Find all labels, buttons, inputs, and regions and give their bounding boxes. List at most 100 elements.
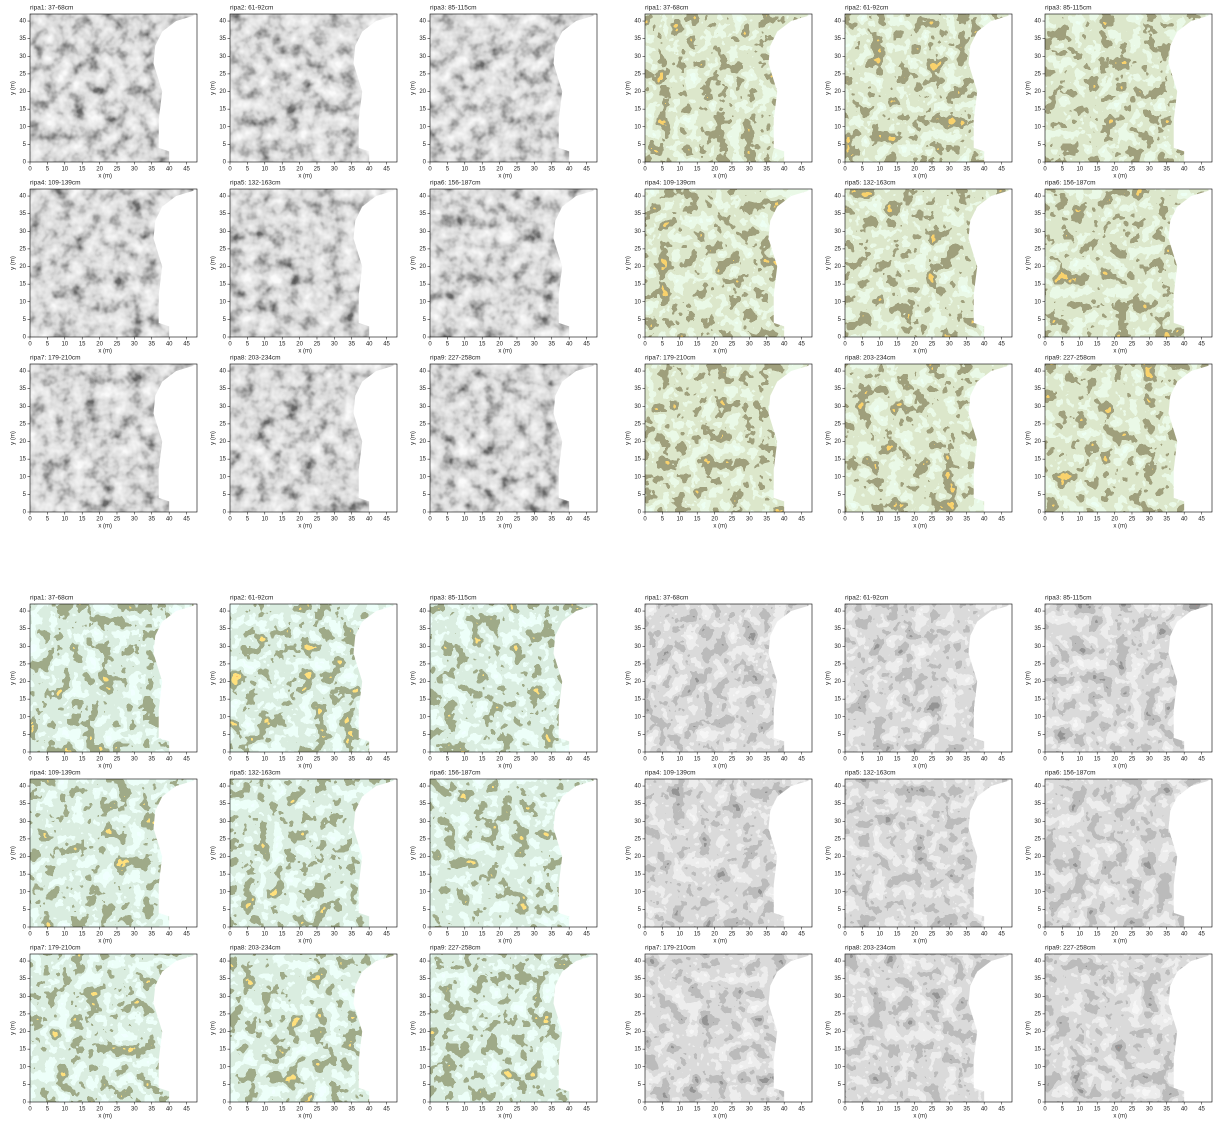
- x-tick-label: 30: [131, 167, 138, 173]
- y-tick-label: 5: [223, 907, 227, 913]
- y-tick-label: 10: [834, 299, 841, 305]
- x-tick-label: 10: [676, 757, 683, 763]
- x-tick-label: 20: [711, 1107, 718, 1113]
- y-tick-label: 40: [1034, 194, 1041, 200]
- y-tick-label: 35: [219, 801, 226, 807]
- y-tick-label: 30: [419, 404, 426, 410]
- x-tick-label: 35: [548, 757, 555, 763]
- x-tick-label: 40: [781, 342, 788, 348]
- x-tick-label: 0: [228, 167, 232, 173]
- x-tick-label: 45: [1198, 932, 1205, 938]
- slice-image: [845, 779, 1012, 927]
- x-tick-label: 35: [348, 167, 355, 173]
- y-tick-label: 0: [838, 750, 842, 756]
- x-tick-label: 25: [114, 342, 121, 348]
- y-tick-label: 25: [834, 836, 841, 842]
- panel: ripa9: 227-258cm051015202530354045051015…: [411, 355, 597, 530]
- x-tick-label: 45: [583, 757, 590, 763]
- y-tick-label: 10: [1034, 889, 1041, 895]
- y-tick-label: 40: [219, 19, 226, 25]
- panel: ripa3: 85-115cm0510152025303540450510152…: [411, 595, 597, 770]
- y-axis-label: y (m): [1026, 256, 1032, 270]
- x-tick-label: 10: [61, 932, 68, 938]
- y-tick-label: 25: [834, 421, 841, 427]
- y-tick-label: 0: [223, 510, 227, 516]
- y-tick-label: 15: [634, 282, 641, 288]
- slice-image: [230, 364, 397, 512]
- y-axis-label: y (m): [211, 671, 217, 685]
- x-tick-label: 20: [1111, 342, 1118, 348]
- x-tick-label: 30: [331, 1107, 338, 1113]
- x-tick-label: 30: [746, 932, 753, 938]
- slice-image: [1045, 779, 1212, 927]
- panel-title: ripa6: 156-187cm: [430, 770, 481, 777]
- y-tick-label: 10: [419, 889, 426, 895]
- x-tick-label: 30: [531, 517, 538, 523]
- y-tick-label: 0: [1038, 1100, 1042, 1106]
- y-tick-label: 15: [1034, 457, 1041, 463]
- y-tick-label: 10: [834, 714, 841, 720]
- y-tick-label: 30: [634, 404, 641, 410]
- x-axis-label: x (m): [98, 174, 112, 180]
- slice-image: [430, 189, 597, 337]
- y-tick-label: 40: [834, 369, 841, 375]
- x-tick-label: 45: [583, 932, 590, 938]
- panel: ripa7: 179-210cm051015202530354045051015…: [11, 945, 197, 1120]
- y-tick-label: 40: [834, 194, 841, 200]
- y-tick-label: 30: [219, 54, 226, 60]
- x-tick-label: 35: [963, 167, 970, 173]
- y-tick-label: 30: [634, 54, 641, 60]
- x-tick-label: 5: [246, 932, 250, 938]
- y-tick-label: 40: [634, 609, 641, 615]
- slice-image: [1045, 364, 1212, 512]
- x-axis-label: x (m): [913, 939, 927, 945]
- y-tick-label: 35: [1034, 976, 1041, 982]
- y-tick-label: 15: [834, 697, 841, 703]
- x-tick-label: 0: [643, 517, 647, 523]
- x-tick-label: 35: [763, 757, 770, 763]
- x-axis-label: x (m): [98, 939, 112, 945]
- x-tick-label: 25: [929, 1107, 936, 1113]
- y-tick-label: 5: [423, 907, 427, 913]
- y-tick-label: 0: [838, 335, 842, 341]
- x-tick-label: 30: [1146, 757, 1153, 763]
- x-tick-label: 15: [79, 1107, 86, 1113]
- y-tick-label: 40: [1034, 959, 1041, 965]
- x-tick-label: 40: [1181, 932, 1188, 938]
- y-tick-label: 10: [419, 299, 426, 305]
- y-tick-label: 25: [19, 71, 26, 77]
- y-tick-label: 40: [1034, 609, 1041, 615]
- y-tick-label: 40: [19, 19, 26, 25]
- y-tick-label: 35: [834, 211, 841, 217]
- y-tick-label: 5: [1038, 907, 1042, 913]
- x-tick-label: 40: [1181, 1107, 1188, 1113]
- y-tick-label: 35: [1034, 801, 1041, 807]
- x-tick-label: 35: [963, 342, 970, 348]
- panel-title: ripa8: 203-234cm: [845, 355, 896, 362]
- y-tick-label: 40: [419, 194, 426, 200]
- y-tick-label: 5: [23, 1082, 27, 1088]
- x-tick-label: 30: [331, 517, 338, 523]
- y-tick-label: 25: [419, 836, 426, 842]
- y-tick-label: 35: [634, 801, 641, 807]
- x-tick-label: 40: [166, 1107, 173, 1113]
- x-tick-label: 15: [1094, 1107, 1101, 1113]
- y-tick-label: 5: [23, 732, 27, 738]
- x-tick-label: 5: [46, 517, 50, 523]
- x-tick-label: 5: [661, 517, 665, 523]
- y-tick-label: 0: [23, 925, 27, 931]
- y-tick-label: 10: [19, 889, 26, 895]
- x-tick-label: 35: [548, 342, 555, 348]
- x-axis-label: x (m): [298, 349, 312, 355]
- y-tick-label: 20: [219, 679, 226, 685]
- slice-image: [430, 954, 597, 1102]
- panel: ripa7: 179-210cm051015202530354045051015…: [626, 945, 812, 1120]
- y-tick-label: 15: [419, 457, 426, 463]
- y-tick-label: 5: [223, 732, 227, 738]
- x-tick-label: 0: [843, 1107, 847, 1113]
- y-tick-label: 30: [219, 819, 226, 825]
- panel: ripa8: 203-234cm051015202530354045051015…: [826, 355, 1012, 530]
- x-tick-label: 10: [61, 167, 68, 173]
- x-tick-label: 30: [331, 757, 338, 763]
- slice-image: [845, 954, 1012, 1102]
